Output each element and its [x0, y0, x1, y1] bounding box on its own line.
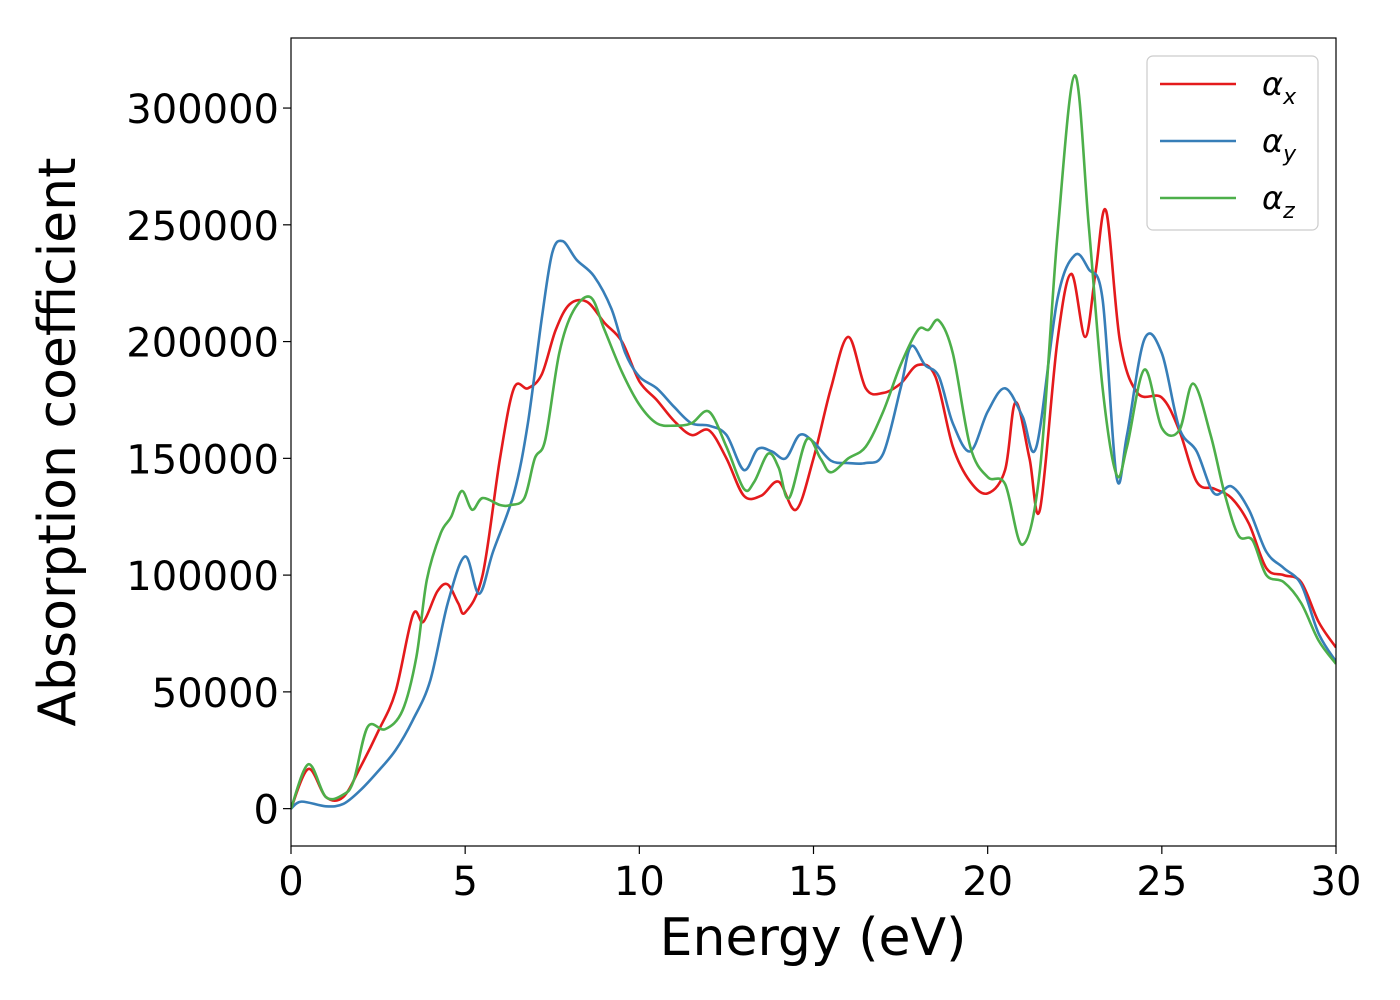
y-axis-ticks: 0 50000 100000 150000 200000 250000 300000: [126, 87, 291, 834]
x-tick-label: 0: [278, 859, 303, 905]
y-tick-label: 50000: [152, 671, 279, 717]
x-tick-label: 5: [452, 859, 477, 905]
legend-box: [1146, 55, 1319, 231]
y-tick-label: 200000: [126, 321, 279, 367]
x-tick-label: 20: [962, 859, 1013, 905]
legend: αx αy αz: [1146, 55, 1319, 231]
y-axis-label: Absorption coefficient: [28, 157, 88, 726]
series-line-z: [291, 74, 1336, 810]
x-tick-label: 10: [614, 859, 665, 905]
legend-label-x: αx: [1262, 65, 1297, 110]
y-tick-label: 300000: [126, 87, 279, 133]
x-tick-label: 15: [788, 859, 839, 905]
x-tick-label: 30: [1311, 859, 1362, 905]
y-tick-label: 150000: [126, 437, 279, 483]
y-tick-label: 100000: [126, 554, 279, 600]
x-axis-ticks: 0 5 10 15 20 25 30: [278, 846, 1361, 905]
y-tick-label: 250000: [126, 204, 279, 250]
y-tick-label: 0: [254, 788, 279, 834]
legend-label-z: αz: [1262, 179, 1295, 224]
plot-lines: [291, 74, 1336, 810]
x-tick-label: 25: [1136, 859, 1187, 905]
x-axis-label: Energy (eV): [660, 908, 967, 968]
legend-label-y: αy: [1262, 122, 1297, 167]
